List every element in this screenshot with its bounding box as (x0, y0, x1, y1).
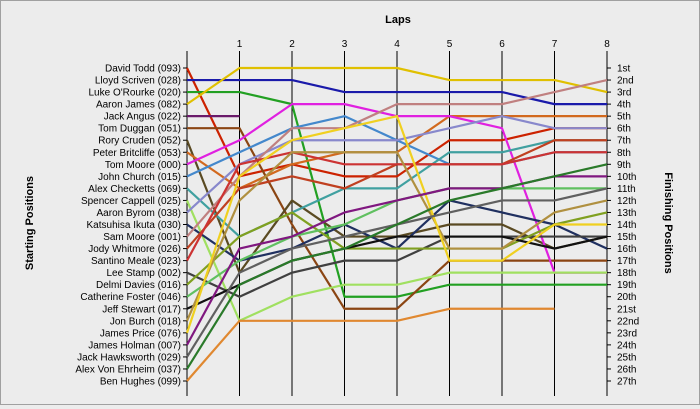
starting-position-label: David Todd (093) (105, 64, 181, 75)
label-layer: 1 2 3 4 5 6 7 8 David Todd (093)Lloyd Scriven (0… (75, 39, 639, 388)
starting-position-label: Ben Hughes (099) (100, 377, 181, 388)
finishing-position-label: 7th (617, 136, 631, 147)
finishing-position-label: 3rd (617, 88, 631, 99)
finishing-position-label: 20th (617, 292, 636, 303)
lap-tick-label: 8 (604, 39, 610, 50)
starting-position-label: Jody Whitmore (026) (88, 244, 181, 255)
finishing-position-label: 16th (617, 244, 636, 255)
x-axis-title: Laps (385, 14, 411, 26)
starting-position-label: Alex Von Ehrheim (037) (75, 364, 181, 375)
starting-position-label: Jack Hawksworth (029) (77, 352, 181, 363)
lap-tick-label: 1 (237, 39, 243, 50)
starting-position-label: Katsuhisa Ikuta (030) (87, 220, 182, 231)
finishing-position-label: 2nd (617, 76, 634, 87)
lap-tick-label: 4 (394, 39, 400, 50)
finishing-position-label: 15th (617, 232, 636, 243)
lap-tick-label: 2 (289, 39, 295, 50)
series-line-start-2 (187, 78, 607, 106)
starting-position-label: Jack Angus (022) (104, 112, 181, 123)
series-line-start-17 (186, 151, 607, 262)
starting-position-label: Tom Duggan (051) (98, 124, 181, 135)
finishing-position-label: 22nd (617, 316, 639, 327)
finishing-position-label: 11th (617, 184, 636, 195)
starting-position-label: Tom Moore (000) (105, 160, 181, 171)
finishing-position-label: 26th (617, 364, 636, 375)
series-line-start-12 (185, 199, 607, 322)
series-line-start-1 (186, 67, 607, 178)
starting-position-label: Aaron Byrom (038) (97, 208, 181, 219)
series-line-start-3 (187, 90, 607, 298)
finishing-position-label: 17th (617, 256, 636, 267)
lap-tick-label: 3 (342, 39, 348, 50)
finishing-position-label: 24th (617, 340, 636, 351)
left-axis-title: Starting Positions (24, 176, 36, 270)
lap-tick-label: 6 (499, 39, 505, 50)
starting-position-label: Luke O'Rourke (020) (88, 88, 181, 99)
finishing-position-label: 4th (617, 100, 631, 111)
starting-position-label: Lee Stamp (002) (107, 268, 182, 279)
starting-position-label: Aaron James (082) (96, 100, 181, 111)
series-line-start-27 (186, 307, 555, 382)
series-line-start-26 (186, 163, 608, 370)
lap-tick-label: 7 (552, 39, 558, 50)
finishing-position-label: 14th (617, 220, 636, 231)
starting-position-label: Catherine Foster (046) (80, 292, 181, 303)
finishing-position-label: 19th (617, 280, 636, 291)
lap-tick-label: 5 (447, 39, 453, 50)
finishing-position-label: 5th (617, 112, 631, 123)
finishing-position-label: 10th (617, 172, 636, 183)
finishing-position-label: 1st (617, 64, 631, 75)
finishing-position-label: 23rd (617, 328, 637, 339)
finishing-position-label: 8th (617, 148, 631, 159)
right-axis-title: Finishing Positions (662, 172, 674, 273)
starting-position-label: Lloyd Scriven (028) (95, 76, 181, 87)
finishing-position-label: 13th (617, 208, 636, 219)
starting-position-label: Spencer Cappell (025) (81, 196, 181, 207)
series-line-start-13 (186, 115, 607, 214)
starting-position-label: Peter Britcliffe (053) (93, 148, 181, 159)
starting-position-label: Santino Meale (023) (91, 256, 181, 267)
series-line-start-22 (185, 151, 608, 322)
series-line-start-23 (185, 115, 607, 334)
starting-position-label: Alex Checketts (069) (88, 184, 181, 195)
starting-position-label: Delmi Davies (016) (96, 280, 181, 291)
starting-position-label: John Church (015) (98, 172, 181, 183)
starting-position-label: Jeff Stewart (017) (102, 304, 181, 315)
finishing-position-label: 18th (617, 268, 636, 279)
finishing-position-label: 25th (617, 352, 636, 363)
starting-position-label: Jon Burch (018) (110, 316, 181, 327)
starting-position-label: James Holman (007) (88, 340, 181, 351)
starting-position-label: Rory Cruden (052) (98, 136, 181, 147)
series-line-start-19 (186, 211, 608, 286)
finishing-position-label: 21st (617, 304, 636, 315)
starting-position-label: James Price (076) (100, 328, 181, 339)
series-layer (185, 66, 608, 382)
starting-position-label: Sam Moore (001) (103, 232, 181, 243)
finishing-position-label: 6th (617, 124, 631, 135)
finishing-position-label: 9th (617, 160, 631, 171)
series-line-start-4 (186, 66, 608, 106)
finishing-position-label: 27th (617, 377, 636, 388)
finishing-position-label: 12th (617, 196, 636, 207)
